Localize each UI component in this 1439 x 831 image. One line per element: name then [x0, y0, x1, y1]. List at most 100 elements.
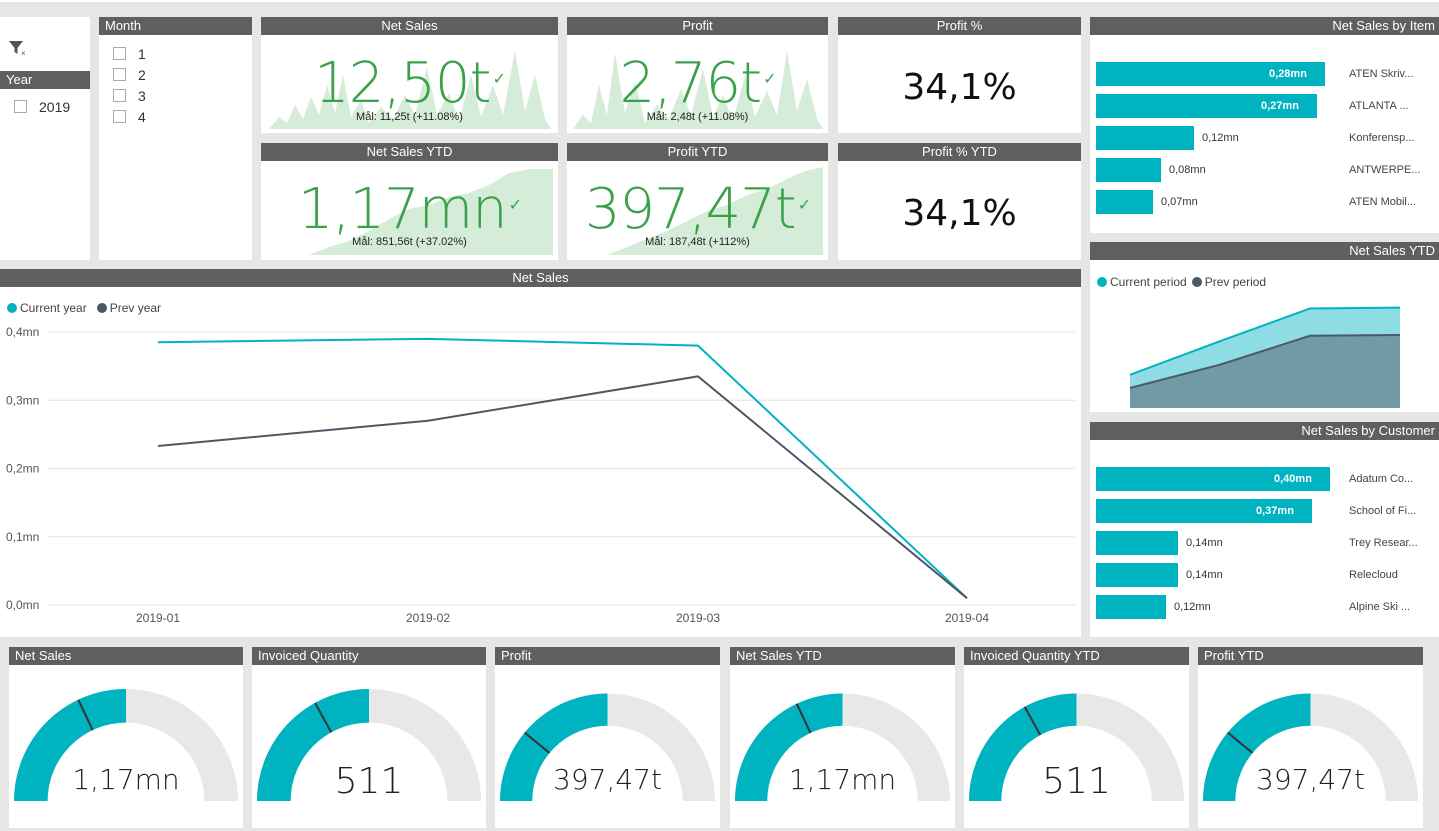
kpi-profit-ytd[interactable]: Profit YTD 397,47t ✓ Mål: 187,48t (+112%): [567, 143, 828, 260]
bar-row[interactable]: 0,14mn Trey Resear...: [1096, 531, 1436, 555]
legend-dot-current: [7, 303, 17, 313]
check-icon: ✓: [492, 69, 505, 88]
gauge-profit-ytd[interactable]: Profit YTD 397,47t: [1198, 647, 1423, 828]
x-tick-label: 2019-02: [406, 611, 450, 625]
gauge-invoiced-quantity[interactable]: Invoiced Quantity 511: [252, 647, 486, 828]
clear-filter-icon[interactable]: ×: [8, 39, 28, 58]
area-fill-prev-period[interactable]: [1130, 334, 1400, 408]
checkbox[interactable]: [113, 47, 126, 60]
check-icon: ✓: [508, 195, 522, 214]
checkbox[interactable]: [113, 68, 126, 81]
year-option-2019[interactable]: 2019: [14, 96, 70, 117]
series-line-prev-year[interactable]: [157, 375, 968, 599]
kpi-profit-pct-ytd[interactable]: Profit % YTD 34,1%: [838, 143, 1081, 260]
bar-value-label: 0,14mn: [1186, 569, 1223, 581]
bar-row[interactable]: 0,27mn ATLANTA ...: [1096, 94, 1436, 118]
gauge-invoiced-quantity-ytd[interactable]: Invoiced Quantity YTD 511: [964, 647, 1189, 828]
kpi-value: 1,17mn ✓: [297, 177, 522, 242]
kpi-title: Profit % YTD: [838, 143, 1081, 161]
gauge-target-marker: [77, 699, 94, 731]
bar-row[interactable]: 0,08mn ANTWERPE...: [1096, 158, 1436, 182]
month-option-4[interactable]: 4: [113, 106, 146, 127]
top-strip: [0, 0, 1439, 2]
bar[interactable]: [1096, 126, 1194, 150]
y-tick-label: 0,1mn: [6, 530, 39, 544]
area-line-prev-period: [1129, 333, 1401, 389]
gauge-title: Net Sales YTD: [730, 647, 955, 665]
bar-row[interactable]: 0,07mn ATEN Mobil...: [1096, 190, 1436, 214]
checkbox[interactable]: [113, 89, 126, 102]
month-option-1[interactable]: 1: [113, 43, 146, 64]
bar-category-label: School of Fi...: [1349, 505, 1417, 517]
kpi-title: Net Sales YTD: [261, 143, 558, 161]
bar-category-label: ATLANTA ...: [1349, 100, 1409, 112]
kpi-value: 34,1%: [902, 67, 1017, 108]
gauge-fill: [257, 689, 369, 801]
net-sales-by-item[interactable]: Net Sales by Item 0,28mn ATEN Skriv... 0,2…: [1090, 17, 1439, 233]
chart-legend: Current period Prev period: [1097, 275, 1266, 289]
kpi-net-sales-ytd[interactable]: Net Sales YTD 1,17mn ✓ Mål: 851,56t (+37.…: [261, 143, 558, 260]
bar[interactable]: [1096, 595, 1166, 619]
gauge-title: Invoiced Quantity YTD: [964, 647, 1189, 665]
bar-row[interactable]: 0,12mn Konferensp...: [1096, 126, 1436, 150]
kpi-goal: Mål: 851,56t (+37.02%): [352, 236, 467, 248]
bar[interactable]: [1096, 563, 1178, 587]
bar-category-label: Alpine Ski ...: [1349, 601, 1411, 613]
bar-category-label: ATEN Mobil...: [1349, 196, 1417, 208]
gauge-target-marker: [795, 703, 812, 734]
bar-row[interactable]: 0,40mn Adatum Co...: [1096, 467, 1436, 491]
kpi-value: 34,1%: [902, 193, 1017, 234]
legend-current-period: Current period: [1110, 275, 1187, 289]
gauge-target-marker: [524, 731, 551, 754]
bar[interactable]: [1096, 190, 1153, 214]
bar-category-label: Trey Resear...: [1349, 537, 1418, 549]
month-option-2[interactable]: 2: [113, 64, 146, 85]
gauge-net-sales-ytd[interactable]: Net Sales YTD 1,17mn: [730, 647, 955, 828]
bar-row[interactable]: 0,14mn Relecloud: [1096, 563, 1436, 587]
bar[interactable]: [1096, 94, 1317, 118]
bar-value-label: 0,40mn: [1274, 473, 1312, 485]
checkbox[interactable]: [113, 110, 126, 123]
month-option-3[interactable]: 3: [113, 85, 146, 106]
bar-value-label: 0,28mn: [1269, 68, 1307, 80]
kpi-net-sales[interactable]: Net Sales 12,50t ✓ Mål: 11,25t (+11.08%): [261, 17, 558, 133]
bar-row[interactable]: 0,12mn Alpine Ski ...: [1096, 595, 1436, 619]
legend-dot-current: [1097, 277, 1107, 287]
net-sales-by-customer[interactable]: Net Sales by Customer 0,40mn Adatum Co...…: [1090, 422, 1439, 637]
gauge-arc: [969, 693, 1184, 801]
bar-value-label: 0,37mn: [1256, 505, 1294, 517]
net-sales-line-chart[interactable]: Net Sales Current year Prev year 0,4mn 0,…: [0, 269, 1081, 637]
bar-category-label: ANTWERPE...: [1349, 164, 1421, 176]
year-slicer: × Year 2019: [0, 17, 90, 260]
bar[interactable]: [1096, 467, 1330, 491]
chart-title: Net Sales YTD: [1090, 242, 1439, 260]
gauge-value: 511: [1042, 761, 1111, 802]
legend-current-year: Current year: [20, 301, 87, 315]
gauge-profit[interactable]: Profit 397,47t: [495, 647, 720, 828]
checkbox[interactable]: [14, 100, 27, 113]
bar[interactable]: [1096, 62, 1325, 86]
kpi-profit-pct[interactable]: Profit % 34,1%: [838, 17, 1081, 133]
bar-value-label: 0,12mn: [1174, 601, 1211, 613]
kpi-value: 2,76t ✓: [619, 51, 776, 116]
series-line-current-year[interactable]: [157, 337, 968, 599]
kpi-value: 12,50t ✓: [314, 51, 506, 116]
gauge-net-sales[interactable]: Net Sales 1,17mn: [9, 647, 243, 828]
bar[interactable]: [1096, 531, 1178, 555]
bar[interactable]: [1096, 158, 1161, 182]
bar-row[interactable]: 0,28mn ATEN Skriv...: [1096, 62, 1436, 86]
gauge-title: Profit YTD: [1198, 647, 1423, 665]
gauge-arc: [257, 689, 481, 801]
y-tick-label: 0,3mn: [6, 393, 39, 407]
y-tick-label: 0,4mn: [6, 325, 39, 339]
legend-dot-prev: [96, 303, 107, 313]
month-slicer-title: Month: [99, 17, 252, 35]
year-slicer-title: Year: [0, 71, 90, 89]
kpi-goal: Mål: 11,25t (+11.08%): [356, 111, 463, 123]
y-tick-label: 0,2mn: [6, 462, 39, 476]
gauge-fill: [14, 689, 126, 801]
kpi-profit[interactable]: Profit 2,76t ✓ Mål: 2,48t (+11.08%): [567, 17, 828, 133]
bar-row[interactable]: 0,37mn School of Fi...: [1096, 499, 1436, 523]
bar[interactable]: [1096, 499, 1312, 523]
net-sales-ytd-area[interactable]: Net Sales YTD Current period Prev period: [1090, 242, 1439, 412]
